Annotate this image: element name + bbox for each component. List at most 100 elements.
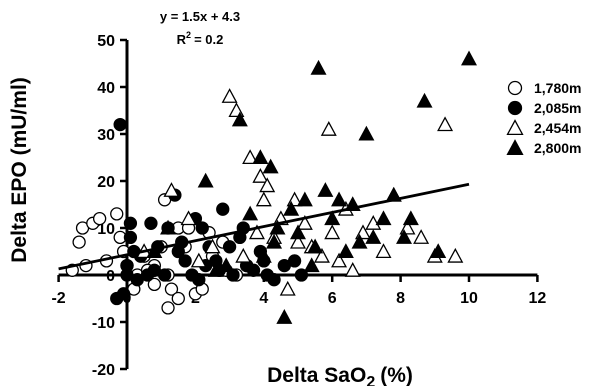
data-point-series-3 [180,210,197,226]
x-tick-label: -2 [51,290,65,307]
legend-marker-series-2 [507,100,523,116]
r-squared-value: = 0.2 [194,32,223,47]
data-point-series-4 [310,59,327,75]
data-point-series-4 [283,200,300,216]
data-point-series-2 [178,254,192,268]
data-point-series-4 [396,229,413,244]
y-tick-label: -10 [92,315,115,332]
r-squared-exponent: 2 [186,30,191,40]
data-point-series-3 [320,121,337,136]
data-point-series-3 [313,247,330,263]
x-tick-label: 6 [328,290,337,307]
data-point-series-4 [375,210,392,226]
data-point-series-3 [413,229,430,244]
data-point-series-3 [255,191,272,207]
data-point-series-2 [157,268,172,282]
legend-marker-series-1 [507,80,523,96]
y-tick-label: 40 [97,80,115,97]
data-point-series-3 [204,238,221,254]
data-point-series-1 [171,291,185,306]
data-point-series-3 [163,182,180,197]
regression-line [58,182,470,271]
data-point-series-1 [164,282,179,296]
data-point-series-4 [290,224,306,240]
data-point-series-3 [331,252,348,268]
data-point-series-3 [375,243,392,259]
data-point-series-4 [262,158,279,174]
y-tick-label: 30 [97,127,115,144]
data-point-series-4 [331,191,348,207]
x-axis-label-main: Delta SaO [267,364,366,386]
data-point-series-4 [416,92,433,108]
data-point-series-3 [252,168,269,183]
data-point-series-3 [296,215,313,230]
data-point-series-4 [218,257,235,273]
data-point-series-4 [324,210,341,226]
data-point-series-3 [324,224,341,240]
legend-marker-series-3 [506,119,524,136]
data-point-series-1 [92,211,107,226]
data-point-series-4 [317,182,334,197]
y-tick-label: 50 [97,33,115,50]
data-point-series-2 [113,117,127,132]
y-tick-label: 20 [97,174,115,191]
data-point-series-2 [287,254,302,268]
data-point-series-4 [255,247,272,263]
data-point-series-2 [246,263,261,277]
x-tick-label: 12 [529,290,547,307]
r-squared-label: R2 = 0.2 [177,30,224,47]
x-tick-label: 4 [259,290,268,307]
data-point-series-2 [216,202,230,216]
r-squared-letter: R [177,32,187,47]
data-point-series-3 [279,280,296,296]
data-point-series-4 [160,219,177,235]
data-point-series-4 [351,233,368,249]
legend-label-series-1: 1,780m [534,80,581,96]
data-point-series-1 [147,277,162,292]
data-point-series-4 [307,238,324,254]
data-point-series-3 [259,177,276,193]
data-point-series-4 [276,309,293,324]
data-point-series-2 [123,230,138,245]
data-point-series-4 [430,243,447,259]
data-point-series-3 [242,149,259,165]
y-axis-label: Delta EPO (mU/ml) [8,77,31,263]
regression-line-group [58,182,470,271]
data-point-series-2 [192,273,206,287]
data-point-series-3 [344,262,361,277]
data-point-series-1 [72,235,86,249]
x-axis-label-unit: (%) [380,364,413,386]
data-point-series-4 [266,233,283,249]
y-tick-label: 10 [97,221,115,238]
data-point-series-4 [303,257,320,273]
data-point-series-4 [402,210,419,226]
data-point-series-2 [123,216,138,230]
legend-label-series-3: 2,454m [534,120,581,136]
data-point-series-4 [242,205,259,221]
y-tick-label: -20 [92,362,115,379]
data-point-series-4 [296,191,313,207]
regression-equation: y = 1.5x + 4.3 [160,9,240,24]
data-point-series-4 [365,229,382,244]
data-point-series-4 [197,172,214,188]
data-point-series-3 [248,224,265,240]
data-point-series-2 [144,216,158,230]
data-point-series-3 [221,88,238,103]
data-point-series-4 [358,125,375,141]
data-point-series-4 [269,219,286,235]
legend: 1,780m 2,085m 2,454m 2,800m [506,80,581,156]
x-tick-label: 10 [460,290,478,307]
data-point-series-4 [252,149,269,165]
data-point-series-1 [110,207,124,221]
data-point-series-2 [116,287,131,301]
data-point-series-3 [190,252,207,268]
x-tick-label: 8 [396,290,405,307]
legend-label-series-4: 2,800m [534,140,581,156]
data-point-series-3 [290,233,306,249]
y-tick-label: 0 [106,268,115,285]
data-point-series-4 [337,243,354,259]
data-point-series-2 [267,273,281,287]
data-point-series-3 [447,247,464,263]
data-point-series-2 [222,240,237,254]
